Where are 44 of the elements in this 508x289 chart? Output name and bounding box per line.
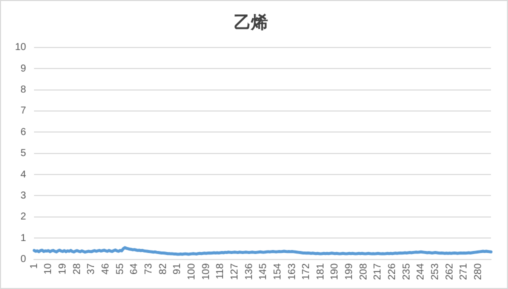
x-tick-label: 118: [215, 262, 226, 280]
x-tick-label: 28: [72, 262, 83, 274]
x-tick-label: 109: [200, 262, 212, 280]
x-tick-label: 127: [229, 262, 240, 280]
y-tick-label: 0: [20, 254, 27, 266]
y-tick-label: 5: [20, 148, 27, 160]
x-tick-label: 46: [100, 262, 112, 274]
x-tick-label: 190: [330, 262, 341, 280]
y-tick-label: 10: [15, 42, 27, 54]
x-tick-label: 154: [272, 262, 284, 280]
x-tick-label: 226: [387, 262, 398, 280]
x-tick-label: 217: [372, 262, 384, 280]
x-tick-label: 55: [114, 262, 126, 274]
y-tick-label: 3: [20, 190, 27, 202]
y-tick-label: 4: [20, 169, 27, 180]
x-tick-label: 244: [416, 262, 427, 280]
x-tick-label: 37: [86, 262, 98, 274]
x-tick-label: 280: [473, 262, 484, 280]
y-tick-label: 9: [20, 63, 27, 74]
y-tick-label: 8: [20, 84, 27, 96]
x-tick-label: 64: [129, 262, 140, 274]
x-tick-label: 136: [244, 262, 255, 280]
x-tick-label: 82: [158, 262, 169, 274]
y-tick-label: 6: [20, 126, 27, 138]
x-tick-label: 73: [143, 262, 154, 274]
y-tick-label: 2: [20, 212, 27, 223]
x-tick-label: 271: [458, 262, 470, 280]
x-tick-label: 208: [358, 262, 370, 280]
x-tick-label: 199: [344, 262, 356, 280]
y-tick-label: 1: [20, 232, 27, 244]
y-tick-label: 7: [20, 106, 27, 117]
x-tick-label: 163: [286, 262, 298, 280]
x-tick-label: 172: [301, 262, 312, 280]
x-tick-label: 253: [430, 262, 442, 280]
x-tick-label: 181: [315, 262, 326, 280]
chart-title: 乙烯: [234, 12, 268, 32]
x-tick-label: 19: [58, 262, 69, 274]
x-tick-label: 262: [444, 262, 456, 280]
x-tick-label: 100: [186, 262, 198, 280]
x-tick-label: 1: [28, 262, 40, 269]
x-tick-label: 235: [401, 262, 412, 280]
x-tick-label: 91: [172, 262, 184, 274]
x-tick-label: 10: [43, 262, 54, 274]
x-tick-label: 145: [258, 262, 270, 280]
